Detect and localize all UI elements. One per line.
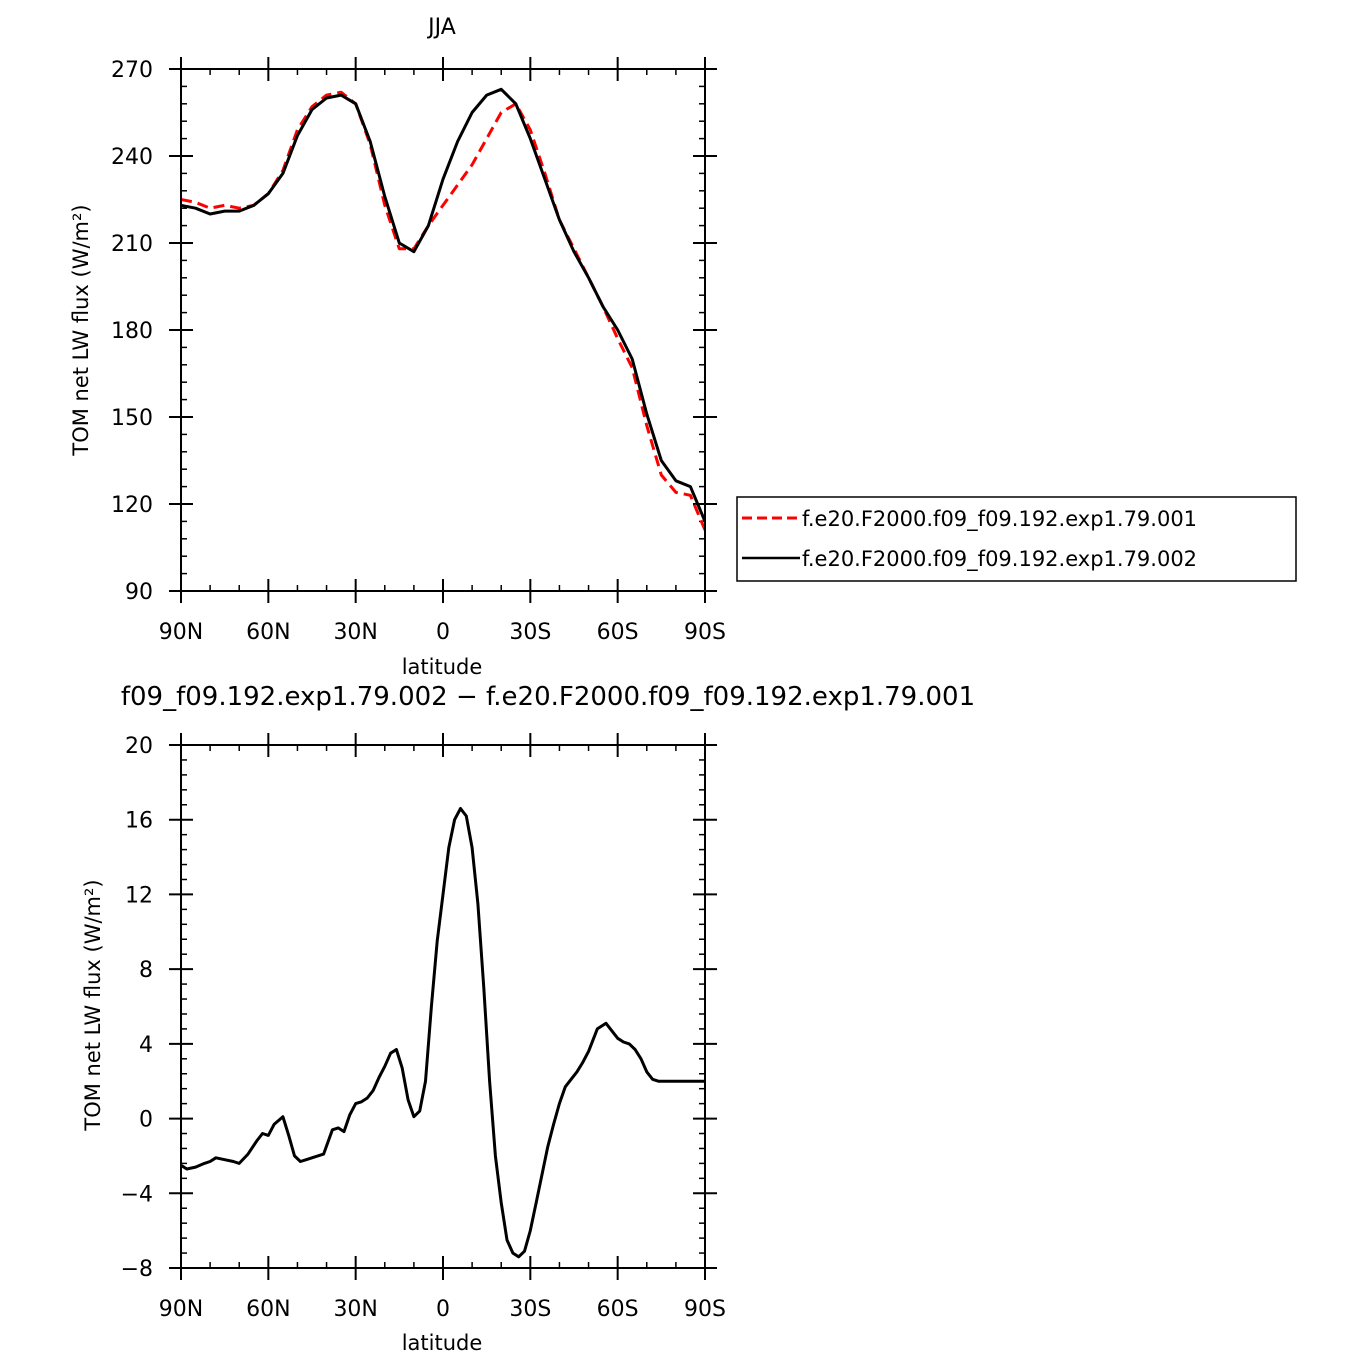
bottom-panel-x-axis-label: latitude (402, 1331, 483, 1355)
y-tick-label: 12 (125, 883, 153, 908)
x-tick-label: 60S (597, 620, 639, 645)
y-tick-label: 8 (139, 958, 153, 983)
x-tick-label: 30S (509, 1297, 551, 1322)
x-tick-label: 90N (159, 620, 203, 645)
y-tick-label: 90 (125, 580, 153, 605)
top-panel-marks: 90 120 150 180 210 240 270 90N 60N 30N 0 30S 60S 90S (111, 57, 726, 645)
plot-frame (180, 744, 706, 1269)
x-tick-label: 60N (246, 620, 290, 645)
y-tick-label: 120 (111, 493, 153, 518)
y-tick-label: −8 (121, 1257, 153, 1282)
x-tick-label: 30S (509, 620, 551, 645)
legend-label-run-001: f.e20.F2000.f09_f09.192.exp1.79.001 (802, 507, 1197, 532)
y-tick-label: 150 (111, 406, 153, 431)
top-panel-title: JJA (426, 15, 456, 40)
x-tick-label: 60S (597, 1297, 639, 1322)
y-tick-label: 180 (111, 319, 153, 344)
bottom-panel: f09_f09.192.exp1.79.002 − f.e20.F2000.f0… (81, 682, 975, 1355)
x-tick-label: 90N (159, 1297, 203, 1322)
x-tick-label: 30N (333, 1297, 377, 1322)
top-panel: JJA 90 120 150 180 210 240 270 90N 60N 30N 0 30S 60S… (69, 15, 726, 679)
x-tick-label: 90S (684, 620, 726, 645)
top-panel-y-axis-label: TOM net LW flux (W/m²) (69, 204, 93, 456)
x-tick-label: 60N (246, 1297, 290, 1322)
y-tick-label: 270 (111, 58, 153, 83)
top-panel-x-axis-label: latitude (402, 655, 483, 679)
y-tick-label: 210 (111, 232, 153, 257)
bottom-panel-y-axis-label: TOM net LW flux (W/m²) (81, 879, 105, 1131)
y-tick-label: 0 (139, 1108, 153, 1133)
bottom-panel-marks: −8 −4 0 4 8 12 16 20 90N 60N 30N 0 30S 60S 90S (121, 733, 726, 1322)
series-line-0-1 (181, 87, 705, 522)
y-tick-label: −4 (121, 1182, 153, 1207)
y-tick-label: 240 (111, 145, 153, 170)
plot-frame (180, 68, 706, 592)
x-tick-label: 90S (684, 1297, 726, 1322)
x-tick-label: 0 (436, 620, 450, 645)
legend-label-run-002: f.e20.F2000.f09_f09.192.exp1.79.002 (802, 547, 1197, 572)
x-tick-label: 0 (436, 1297, 450, 1322)
series-line-1-0 (181, 807, 705, 1259)
y-tick-label: 16 (125, 809, 153, 834)
y-tick-label: 20 (125, 734, 153, 759)
x-tick-label: 30N (333, 620, 377, 645)
legend: f.e20.F2000.f09_f09.192.exp1.79.001 f.e2… (736, 496, 1297, 582)
bottom-panel-title: f09_f09.192.exp1.79.002 − f.e20.F2000.f0… (121, 682, 975, 712)
legend-box (736, 496, 1297, 582)
y-tick-label: 4 (139, 1033, 153, 1058)
